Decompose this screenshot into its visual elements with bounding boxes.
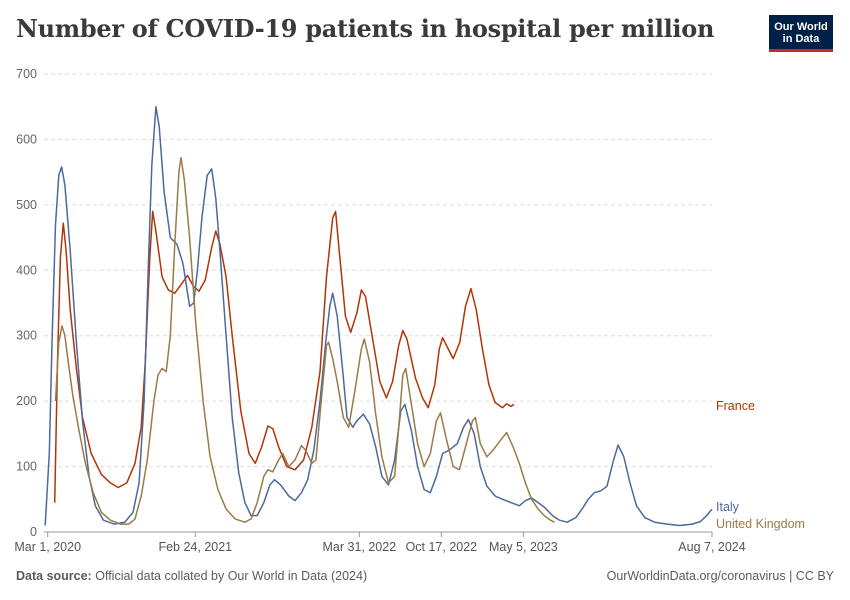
x-tick-label: Aug 7, 2024: [678, 540, 745, 554]
y-tick-label: 200: [16, 394, 37, 408]
y-tick-label: 500: [16, 198, 37, 212]
logo-line-2: in Data: [782, 33, 820, 45]
x-tick-label: May 5, 2023: [489, 540, 558, 554]
series-labels: France Italy United Kingdom: [716, 399, 805, 531]
page-title: Number of COVID-19 patients in hospital …: [16, 14, 715, 43]
footer-link[interactable]: OurWorldinData.org/coronavirus | CC BY: [606, 569, 834, 583]
owid-logo[interactable]: Our World in Data: [769, 15, 833, 52]
grid-lines: [44, 73, 712, 533]
series-line-united-kingdom: [54, 156, 555, 525]
y-tick-label: 300: [16, 329, 37, 343]
x-tick-label: Mar 1, 2020: [14, 540, 81, 554]
y-tick-label: 600: [16, 132, 37, 146]
x-tick-label: Mar 31, 2022: [323, 540, 397, 554]
series-label-france: France: [716, 399, 755, 413]
y-tick-label: 100: [16, 460, 37, 474]
series-line-italy: [44, 105, 713, 527]
y-tick-label: 400: [16, 263, 37, 277]
data-source-label: Data source:: [16, 569, 92, 583]
series-lines: [44, 105, 713, 527]
y-tick-label: 700: [16, 67, 37, 81]
data-source-text: Official data collated by Our World in D…: [95, 569, 368, 583]
x-tick-label: Oct 17, 2022: [406, 540, 478, 554]
logo-line-1: Our World: [774, 21, 828, 33]
x-tick-label: Feb 24, 2021: [158, 540, 232, 554]
series-line-france: [53, 210, 515, 503]
data-source: Data source: Official data collated by O…: [16, 569, 367, 583]
x-axis-ticks: Mar 1, 2020 Feb 24, 2021 Mar 31, 2022 Oct 1…: [14, 532, 746, 554]
y-axis-ticks: 0 100 200 300 400 500 600 700: [16, 67, 37, 539]
y-tick-label: 0: [30, 525, 37, 539]
series-label-united-kingdom: United Kingdom: [716, 517, 805, 531]
series-label-italy: Italy: [716, 500, 740, 514]
